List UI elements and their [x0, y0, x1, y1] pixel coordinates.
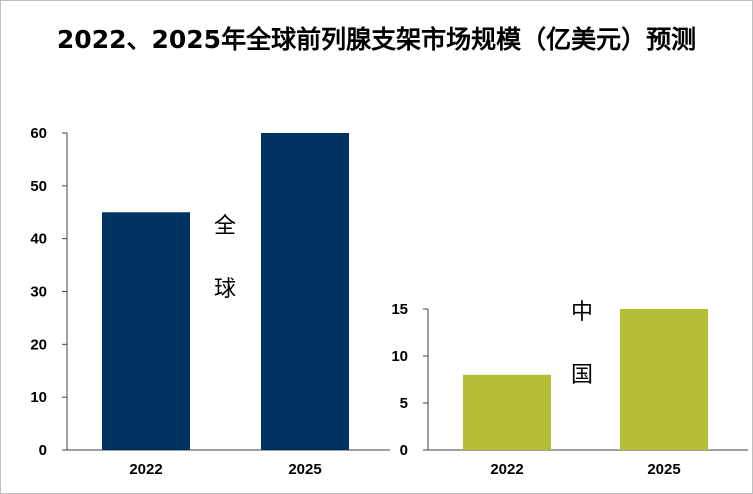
global-y-tick-label: 40 — [30, 231, 47, 248]
china-y-tick-label: 0 — [400, 442, 408, 459]
china-y-tick-label: 5 — [400, 395, 408, 412]
global-region-label-char: 球 — [214, 277, 236, 302]
china-y-tick-label: 15 — [391, 301, 408, 318]
china-x-tick-label: 2022 — [490, 461, 523, 478]
global-y-tick-label: 60 — [30, 125, 47, 142]
global-y-tick-label: 30 — [30, 284, 47, 301]
global-y-tick-label: 0 — [39, 442, 47, 459]
china-x-tick-label: 2025 — [647, 461, 680, 478]
global-bar-2022 — [102, 212, 190, 450]
china-region-label-char: 国 — [571, 363, 593, 388]
china-bar-2025 — [620, 309, 708, 450]
chart-title: 2022、2025年全球前列腺支架市场规模（亿美元）预测 — [56, 25, 697, 54]
china-bar-2022 — [463, 374, 551, 450]
china-region-label-char: 中 — [571, 300, 593, 325]
global-y-tick-label: 20 — [30, 336, 47, 353]
global-y-tick-label: 10 — [30, 389, 47, 406]
china-y-tick-label: 10 — [391, 348, 408, 365]
global-y-tick-label: 50 — [30, 178, 47, 195]
global-x-tick-label: 2022 — [129, 461, 162, 478]
global-region-label-char: 全 — [214, 214, 236, 239]
global-bar-2025 — [261, 133, 349, 450]
global-x-tick-label: 2025 — [288, 461, 321, 478]
